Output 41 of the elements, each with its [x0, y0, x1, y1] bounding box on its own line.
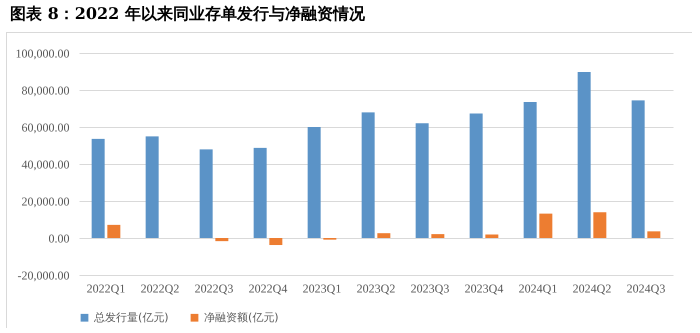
bar — [362, 112, 375, 238]
bar — [308, 127, 321, 238]
bar — [254, 148, 267, 238]
y-tick-label: -20,000.00 — [18, 268, 70, 282]
y-tick-label: 80,000.00 — [22, 84, 70, 98]
legend-label: 净融资额(亿元) — [204, 310, 279, 324]
bar — [524, 102, 537, 238]
bar — [416, 123, 429, 238]
bar — [485, 234, 498, 238]
x-tick-label: 2022Q1 — [86, 282, 126, 296]
y-tick-label: 0.00 — [48, 232, 70, 246]
bar — [377, 233, 390, 238]
bar — [470, 113, 483, 238]
y-tick-label: 60,000.00 — [22, 120, 70, 134]
x-tick-label: 2023Q3 — [410, 282, 450, 296]
bar — [647, 231, 660, 238]
bar — [632, 100, 645, 238]
x-tick-label: 2022Q4 — [248, 282, 288, 296]
bar — [578, 72, 591, 238]
x-tick-label: 2022Q3 — [194, 282, 234, 296]
y-tick-label: 20,000.00 — [22, 194, 70, 208]
bar — [92, 138, 105, 238]
x-tick-label: 2024Q2 — [572, 282, 612, 296]
bar — [107, 224, 120, 238]
bar — [539, 214, 552, 238]
bar — [215, 238, 228, 242]
x-tick-label: 2023Q4 — [464, 282, 504, 296]
bar — [593, 212, 606, 238]
legend-label: 总发行量(亿元) — [93, 310, 169, 324]
y-tick-label: 100,000.00 — [16, 46, 70, 60]
bar — [431, 234, 444, 238]
x-tick-label: 2024Q3 — [626, 282, 666, 296]
bar — [200, 149, 213, 238]
bar — [146, 136, 159, 238]
x-tick-label: 2024Q1 — [518, 282, 558, 296]
chart-title: 图表 8：2022 年以来同业存单发行与净融资情况 — [9, 3, 366, 25]
y-tick-label: 40,000.00 — [22, 158, 70, 172]
x-tick-label: 2022Q2 — [140, 282, 180, 296]
bar — [269, 238, 282, 246]
x-tick-label: 2023Q1 — [302, 282, 342, 296]
x-tick-label: 2023Q2 — [356, 282, 396, 296]
